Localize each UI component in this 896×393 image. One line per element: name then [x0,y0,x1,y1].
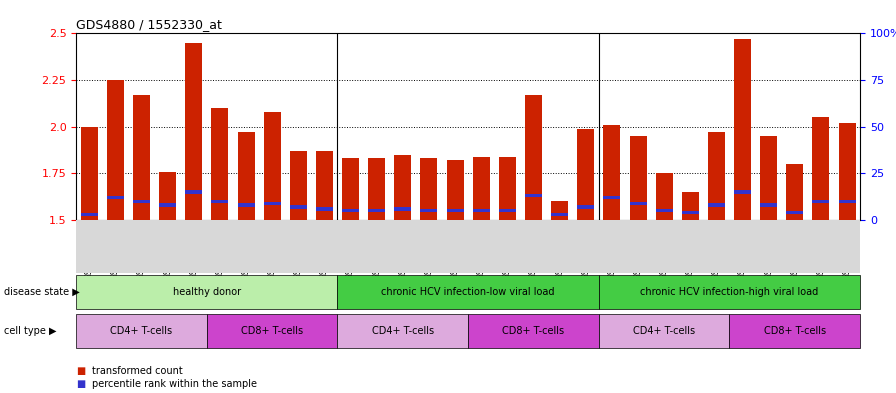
Bar [577,129,594,220]
Bar [446,160,463,220]
Bar [107,196,124,199]
Bar [81,213,98,216]
Text: transformed count: transformed count [92,366,183,376]
Bar [787,164,804,220]
Bar [159,171,177,220]
Text: chronic HCV infection-high viral load: chronic HCV infection-high viral load [641,287,819,297]
Text: ■: ■ [76,379,85,389]
Bar [656,173,673,220]
Bar [289,151,306,220]
Bar [368,209,385,213]
Bar [787,211,804,214]
Bar [603,125,620,220]
Bar [525,194,542,198]
Bar [656,209,673,213]
Bar [839,200,856,203]
Bar [133,200,150,203]
Text: disease state ▶: disease state ▶ [4,287,81,297]
Bar [263,202,280,205]
Text: chronic HCV infection-low viral load: chronic HCV infection-low viral load [382,287,555,297]
Bar [420,209,437,213]
Bar [342,158,359,220]
Bar [420,158,437,220]
Bar [603,196,620,199]
Bar [342,209,359,213]
Text: CD8+ T-cells: CD8+ T-cells [763,326,826,336]
Bar [473,209,490,213]
Bar [813,118,830,220]
Bar [316,151,333,220]
Bar [525,95,542,220]
Bar [394,207,411,211]
Text: CD8+ T-cells: CD8+ T-cells [241,326,303,336]
Bar [237,132,254,220]
Text: cell type ▶: cell type ▶ [4,326,57,336]
Bar [577,205,594,209]
Bar [734,190,751,194]
Bar [185,190,202,194]
Bar [289,205,306,209]
Bar [499,209,516,213]
Bar [81,127,98,220]
Bar [263,112,280,220]
Text: GDS4880 / 1552330_at: GDS4880 / 1552330_at [76,18,222,31]
Bar [316,207,333,211]
Bar [133,95,150,220]
Bar [211,200,228,203]
Bar [473,156,490,220]
Bar [185,43,202,220]
Bar [760,136,777,220]
Text: CD4+ T-cells: CD4+ T-cells [110,326,173,336]
Bar [813,200,830,203]
Text: percentile rank within the sample: percentile rank within the sample [92,379,257,389]
Bar [630,202,647,205]
Bar [839,123,856,220]
Text: CD8+ T-cells: CD8+ T-cells [503,326,564,336]
Bar [708,204,725,207]
Text: CD4+ T-cells: CD4+ T-cells [372,326,434,336]
Bar [708,132,725,220]
Bar [211,108,228,220]
Text: ■: ■ [76,366,85,376]
Bar [551,213,568,216]
Bar [159,204,177,207]
Bar [368,158,385,220]
Text: healthy donor: healthy donor [173,287,241,297]
Bar [734,39,751,220]
Bar [499,156,516,220]
Bar [630,136,647,220]
Bar [682,192,699,220]
Bar [682,211,699,214]
Text: CD4+ T-cells: CD4+ T-cells [633,326,695,336]
Bar [551,201,568,220]
Bar [446,209,463,213]
Bar [394,155,411,220]
Bar [107,80,124,220]
Bar [760,204,777,207]
Bar [237,204,254,207]
